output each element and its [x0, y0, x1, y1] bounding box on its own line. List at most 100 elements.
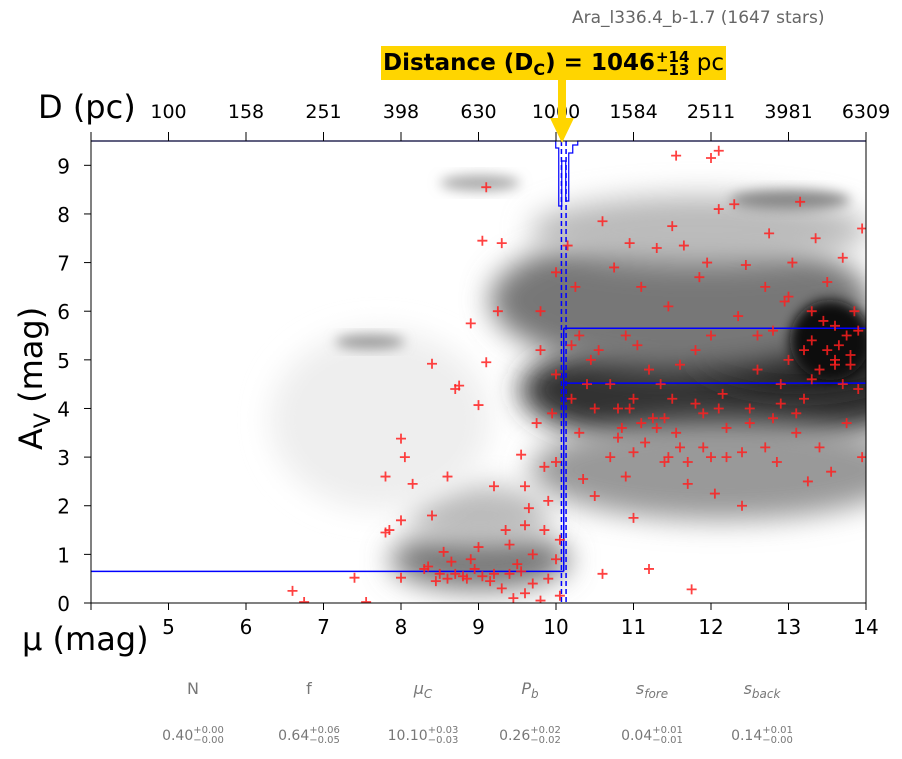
star-marker [690, 398, 701, 409]
star-marker [504, 568, 515, 579]
star-marker [535, 345, 546, 356]
star-marker [806, 374, 817, 385]
star-marker [551, 456, 561, 467]
star-marker [663, 452, 674, 463]
star-marker [620, 471, 631, 482]
y-tick-label: 6 [57, 300, 70, 324]
star-marker [721, 452, 732, 463]
star-marker [667, 393, 678, 404]
star-marker [399, 452, 410, 463]
star-marker [744, 403, 755, 414]
star-marker [566, 340, 577, 351]
star-marker [686, 584, 697, 595]
star-marker [516, 449, 527, 460]
distance-annotation: Distance (DC) = 1046 +14 −13 pc [381, 46, 726, 80]
star-marker [349, 572, 360, 583]
star-marker [675, 442, 685, 453]
top-tick-label: 398 [383, 101, 419, 123]
star-marker [737, 500, 747, 511]
star-marker [853, 384, 864, 395]
model-lines [91, 140, 866, 603]
star-marker [508, 593, 519, 603]
star-marker [833, 340, 844, 351]
star-marker [845, 359, 856, 370]
star-marker [678, 240, 689, 251]
top-axis-label: D (pc) [38, 88, 136, 126]
x-tick-label: 9 [472, 615, 485, 639]
star-marker [787, 257, 798, 268]
star-marker [597, 216, 608, 227]
star-marker [857, 223, 866, 234]
star-marker [396, 515, 406, 526]
star-marker [682, 456, 693, 467]
star-marker [771, 456, 782, 467]
star-marker [609, 262, 620, 273]
star-marker [849, 306, 860, 317]
star-marker [841, 330, 852, 341]
star-marker [582, 379, 592, 390]
star-marker [636, 281, 647, 292]
star-marker [578, 473, 589, 484]
star-marker [628, 512, 639, 523]
star-marker [520, 520, 530, 531]
star-marker [547, 408, 558, 419]
x-tick-label: 5 [162, 615, 175, 639]
star-marker [830, 320, 840, 331]
star-marker [489, 568, 499, 579]
star-marker [299, 597, 310, 603]
star-marker [802, 476, 813, 487]
x-tick-label: 13 [776, 615, 801, 639]
star-marker [605, 452, 616, 463]
star-marker [624, 238, 635, 249]
star-marker [799, 345, 809, 356]
star-marker [512, 559, 523, 570]
x-tick-label: 12 [698, 615, 723, 639]
x-tick-label: 7 [317, 615, 330, 639]
top-tick-label: 1000 [532, 101, 580, 123]
star-marker [396, 433, 406, 444]
star-marker [585, 354, 596, 365]
star-marker [822, 277, 833, 288]
star-marker [857, 452, 866, 463]
star-marker [671, 150, 682, 161]
x-axis-label: μ (mag) [22, 620, 149, 658]
y-tick-label: 0 [57, 592, 70, 616]
star-marker [806, 306, 817, 317]
star-marker [384, 525, 395, 536]
star-marker [651, 422, 662, 433]
top-tick-label: 158 [228, 101, 264, 123]
star-marker [806, 335, 817, 346]
star-marker [361, 597, 372, 603]
parameter-value: 0.04 +0.01 −0.01 [621, 725, 683, 746]
star-marker [624, 403, 635, 414]
star-marker [783, 354, 794, 365]
star-marker [713, 204, 724, 215]
star-marker [551, 554, 561, 565]
x-tick-label: 14 [853, 615, 878, 639]
star-marker [663, 301, 674, 312]
star-marker [438, 546, 449, 557]
top-tick-label: 6309 [842, 101, 890, 123]
star-marker [717, 388, 728, 399]
star-marker [531, 418, 542, 429]
star-marker [535, 595, 546, 603]
star-marker [752, 364, 763, 375]
star-marker [841, 418, 852, 429]
star-marker [620, 330, 631, 341]
star-marker [690, 345, 701, 356]
star-marker [814, 442, 825, 453]
star-points [287, 145, 866, 603]
star-marker [795, 196, 806, 207]
star-marker [830, 354, 840, 365]
star-marker [434, 568, 445, 579]
star-marker [729, 199, 740, 210]
star-marker [574, 330, 585, 341]
star-marker [671, 427, 682, 438]
top-tick-label: 630 [460, 101, 496, 123]
star-marker [566, 393, 577, 404]
star-marker [485, 576, 496, 587]
star-marker [837, 379, 848, 390]
